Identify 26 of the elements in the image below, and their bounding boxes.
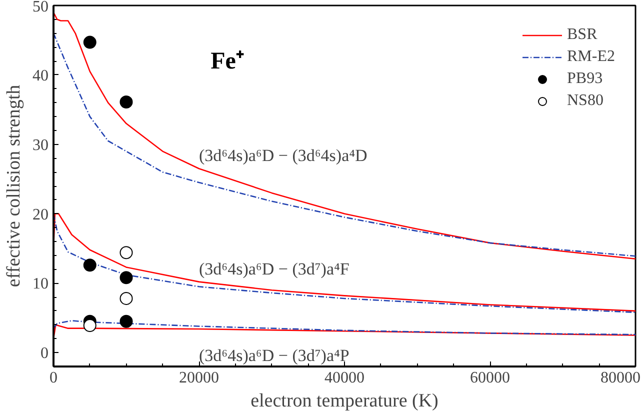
x-axis-title: electron temperature (K) — [250, 390, 438, 412]
annotation: Fe⁺ — [210, 48, 244, 74]
point — [83, 258, 96, 272]
annotation: (3d⁶4s)a⁶D − (3d⁶4s)a⁴D — [199, 146, 368, 165]
y-tick-label: 0 — [40, 345, 48, 362]
y-tick-label: 10 — [32, 276, 48, 293]
point — [83, 319, 96, 332]
annotation: (3d⁶4s)a⁶D − (3d⁷)a⁴P — [199, 346, 350, 366]
point — [120, 314, 133, 328]
x-tick-label: 40000 — [324, 370, 364, 386]
legend-label: BSR — [567, 26, 598, 44]
annotation: (3d⁶4s)a⁶D − (3d⁷)a⁴F — [199, 260, 350, 279]
legend-label: PB93 — [567, 70, 603, 88]
y-tick-label: 30 — [32, 136, 48, 154]
x-tick-label: 20000 — [179, 370, 219, 386]
y-tick-label: 50 — [32, 0, 48, 16]
y-tick-label: 40 — [32, 67, 48, 84]
x-tick-label: 80000 — [600, 370, 640, 386]
legend-label: RM-E2 — [567, 48, 615, 66]
x-tick-label: 60000 — [470, 370, 510, 386]
point — [120, 271, 133, 284]
point — [120, 96, 133, 108]
point — [83, 36, 96, 49]
legend-label: NS80 — [567, 92, 604, 110]
y-axis-title: effective collision strength — [4, 84, 24, 288]
y-tick-label: 20 — [32, 206, 48, 224]
